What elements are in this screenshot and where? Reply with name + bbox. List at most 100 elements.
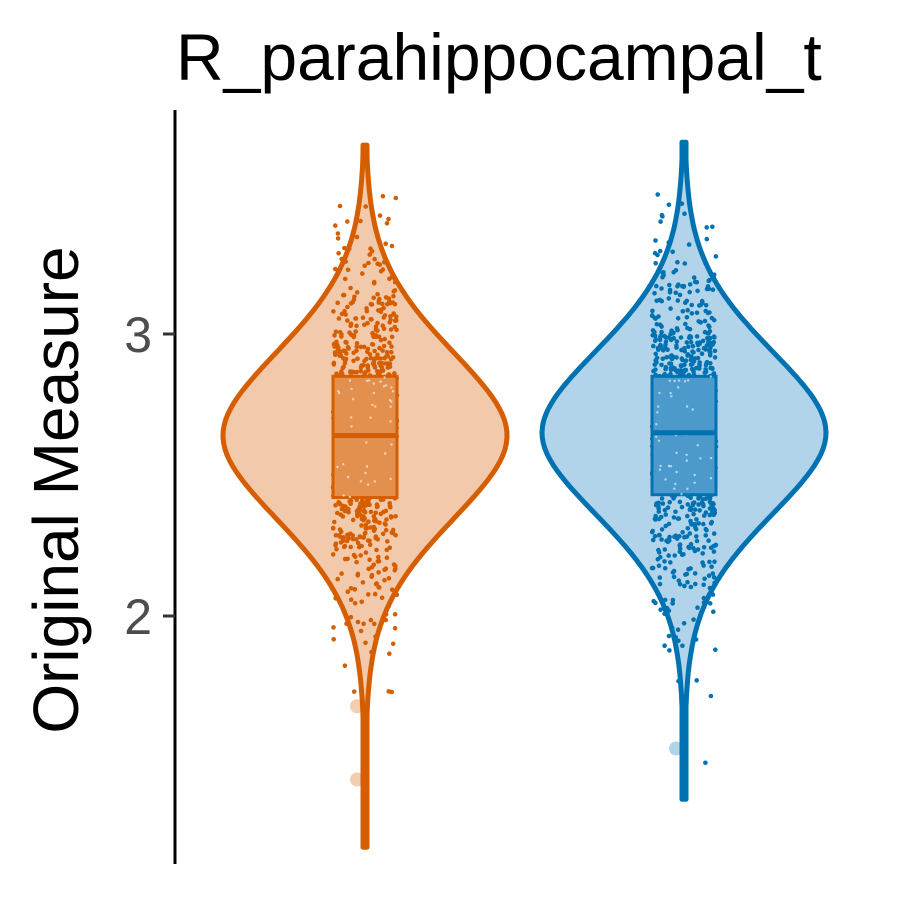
data-point (667, 287, 673, 293)
data-point (668, 361, 674, 367)
data-point (711, 531, 717, 536)
data-point (362, 263, 368, 269)
data-point (687, 289, 692, 295)
data-point (660, 501, 666, 506)
data-point (366, 502, 372, 508)
y-tick-label: 3 (124, 307, 152, 363)
data-point (688, 362, 694, 368)
data-point (386, 603, 392, 609)
data-point (689, 522, 694, 527)
data-point (388, 317, 393, 323)
data-point (364, 526, 370, 531)
data-point (330, 552, 336, 557)
data-point (358, 628, 364, 634)
data-point (345, 318, 350, 323)
data-point (660, 214, 665, 219)
data-point (369, 317, 374, 322)
data-point (712, 348, 718, 354)
data-point (346, 346, 351, 351)
data-point (674, 355, 679, 360)
data-point (367, 352, 373, 357)
data-point (689, 358, 695, 363)
data-point (392, 279, 398, 285)
data-point (680, 530, 685, 535)
data-point (670, 597, 676, 603)
data-point (339, 334, 344, 339)
box-speckle (655, 423, 658, 426)
data-point (345, 532, 350, 538)
data-point (368, 525, 373, 530)
data-point (701, 503, 706, 509)
data-point (354, 369, 359, 375)
data-point (354, 323, 359, 329)
data-point (394, 314, 399, 320)
data-point (654, 322, 660, 327)
box-speckle (348, 379, 352, 382)
data-point (685, 513, 690, 519)
box-speckle (655, 435, 658, 438)
data-point (682, 261, 688, 266)
data-point (353, 316, 358, 321)
data-point (707, 335, 713, 341)
data-point (662, 643, 667, 648)
data-point (651, 343, 656, 349)
data-point (681, 284, 686, 290)
data-point (369, 649, 374, 655)
data-point (660, 356, 666, 362)
data-point (383, 566, 389, 571)
data-point (363, 522, 369, 528)
data-point (667, 282, 672, 288)
data-point (353, 329, 359, 334)
data-point (674, 339, 680, 344)
data-point (339, 571, 344, 576)
data-point (389, 587, 395, 592)
data-point (390, 527, 396, 533)
box-speckle (390, 386, 393, 389)
data-point (389, 243, 395, 249)
data-point (684, 340, 690, 345)
data-point (379, 595, 385, 601)
data-point (376, 570, 381, 575)
data-point (339, 311, 345, 317)
box-speckle (371, 403, 374, 407)
y-axis-ticks: 23 (124, 307, 175, 645)
data-point (696, 347, 701, 353)
data-point (671, 568, 677, 574)
data-point (387, 300, 393, 306)
data-point (363, 369, 368, 375)
data-point (361, 621, 366, 627)
data-point (666, 521, 672, 527)
data-point (360, 580, 366, 585)
data-point (662, 611, 667, 616)
box-speckle (674, 482, 677, 486)
data-point (664, 605, 670, 611)
data-point (687, 334, 693, 339)
data-point (378, 368, 384, 374)
data-point (708, 693, 714, 699)
data-point (372, 348, 377, 354)
box-speckle (365, 465, 369, 468)
data-point (673, 509, 678, 515)
data-point (670, 249, 675, 255)
data-point (354, 290, 360, 295)
box-speckle (389, 477, 392, 481)
box-speckle (656, 411, 659, 414)
data-point (341, 544, 347, 550)
data-point (656, 516, 662, 522)
data-point (373, 510, 379, 516)
box-speckle (365, 379, 369, 382)
data-point (363, 640, 368, 646)
data-point (677, 533, 682, 539)
data-point (348, 544, 354, 550)
data-point (345, 556, 350, 562)
data-point (366, 592, 371, 597)
box-speckle (346, 475, 350, 479)
data-point (383, 617, 389, 623)
data-point (663, 339, 669, 345)
data-point (358, 553, 364, 558)
box-speckle (390, 443, 393, 446)
data-point (680, 643, 685, 649)
data-point (688, 584, 694, 590)
data-point (713, 254, 719, 259)
data-point (341, 292, 347, 298)
